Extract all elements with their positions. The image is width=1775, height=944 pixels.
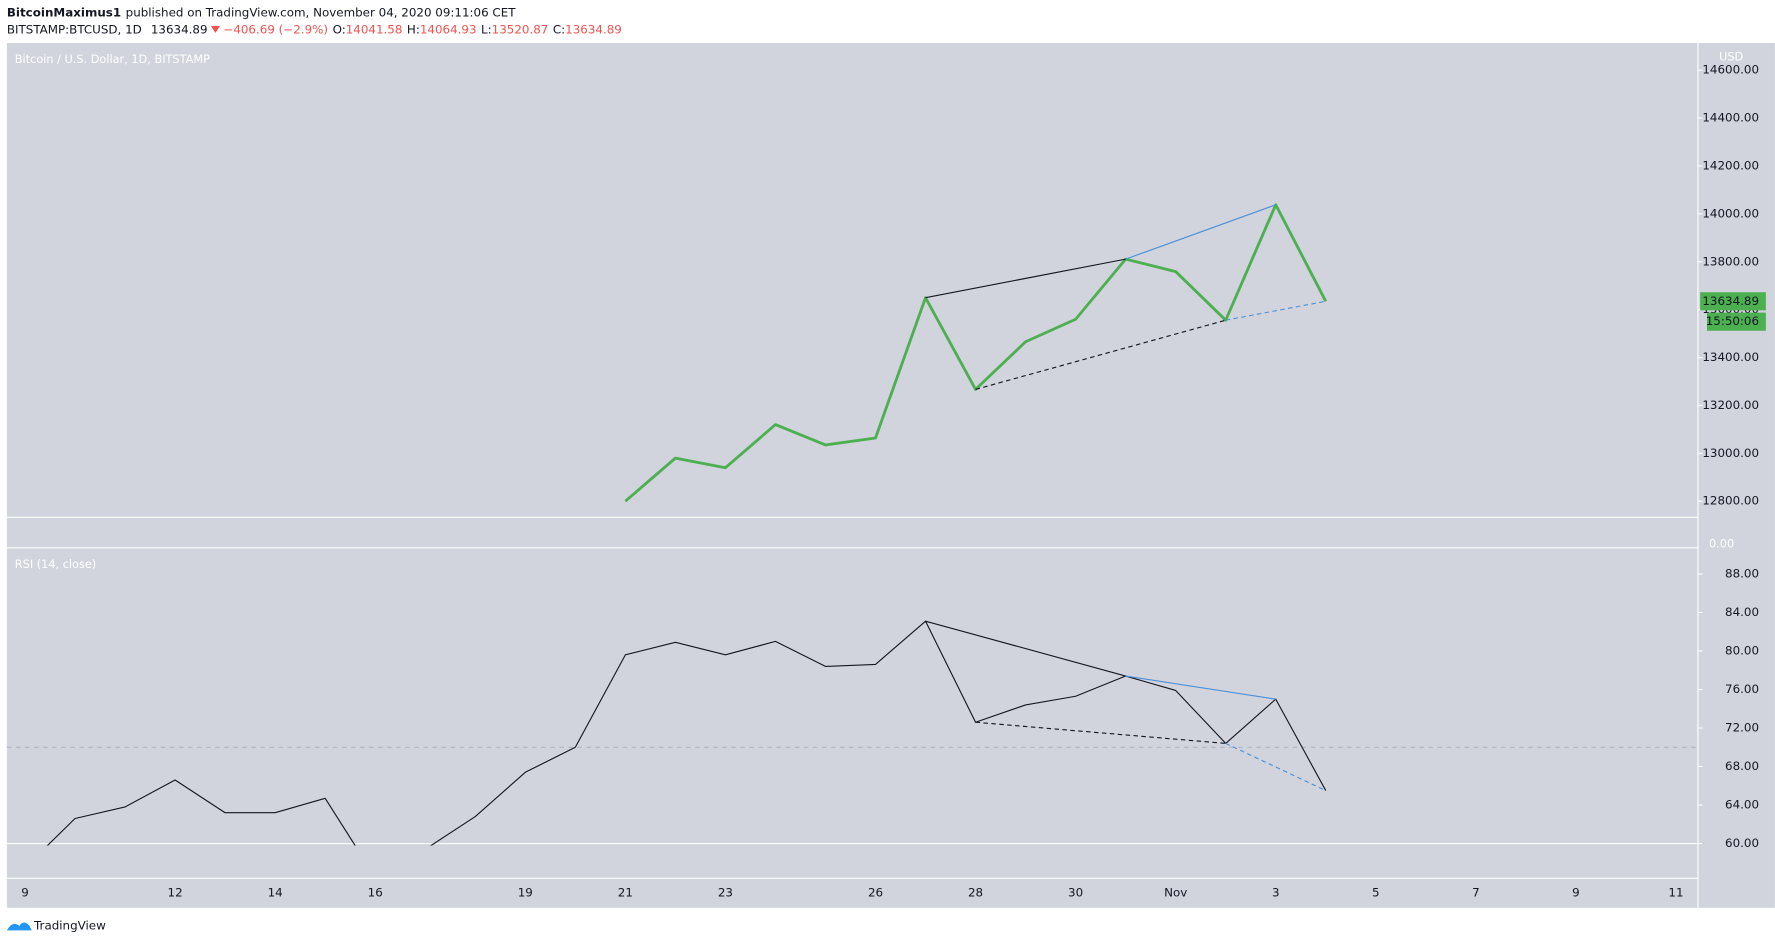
low: 13520.87 xyxy=(492,22,549,36)
x-tick-label: 21 xyxy=(618,886,633,900)
trend-line xyxy=(1225,300,1326,321)
rsi-title: RSI (14, close) xyxy=(15,558,96,571)
y-tick-label: 13000.00 xyxy=(1702,446,1759,460)
series-group xyxy=(46,620,1327,846)
x-tick-label: 30 xyxy=(1068,886,1083,900)
y-tick-label: 88.00 xyxy=(1725,566,1759,580)
y-tick-label: 13400.00 xyxy=(1702,350,1759,364)
down-arrow xyxy=(210,26,220,33)
x-tick-label: 7 xyxy=(1472,886,1480,900)
overlay-axis-label: 0.00 xyxy=(1709,537,1734,550)
x-tick-label: 5 xyxy=(1372,886,1380,900)
y-tick-label: 68.00 xyxy=(1725,759,1759,773)
close-label: C: xyxy=(553,22,565,36)
header-line-1: BitcoinMaximus1 published on TradingView.… xyxy=(7,5,516,19)
x-tick-label: Nov xyxy=(1164,886,1187,900)
trend-line xyxy=(975,319,1226,390)
y-tick-label: 76.00 xyxy=(1725,682,1759,696)
published: published on TradingView.com, November 0… xyxy=(126,5,517,19)
close: 13634.89 xyxy=(565,22,622,36)
x-tick-label: 16 xyxy=(368,886,383,900)
trend-line xyxy=(1125,675,1276,700)
x-tick-label: 14 xyxy=(268,886,283,900)
chart-area xyxy=(6,43,1775,908)
y-tick-label: 60.00 xyxy=(1725,836,1759,850)
trend-line xyxy=(925,620,1126,677)
price-tag-box xyxy=(1700,292,1766,311)
y-tick-label: 80.00 xyxy=(1725,644,1759,658)
countdown: 15:50:06 xyxy=(1706,314,1759,328)
x-tick-label: 11 xyxy=(1668,886,1683,900)
x-tick-label: 9 xyxy=(21,886,29,900)
logo xyxy=(6,922,32,931)
y-tick-label: 14400.00 xyxy=(1702,111,1759,125)
open: 14041.58 xyxy=(346,22,403,36)
x-tick-label: 26 xyxy=(868,886,883,900)
change: −406.69 (−2.9%) xyxy=(223,22,328,36)
x-tick-label: 28 xyxy=(968,886,983,900)
x-tick-label: 3 xyxy=(1272,886,1280,900)
currency-label: USD xyxy=(1719,51,1743,64)
y-tick-label: 13200.00 xyxy=(1702,398,1759,412)
chart-title: Bitcoin / U.S. Dollar, 1D, BITSTAMP xyxy=(15,53,210,66)
x-tick-label: 19 xyxy=(518,886,533,900)
y-tick-label: 64.00 xyxy=(1725,798,1759,812)
x-tick-label: 9 xyxy=(1572,886,1580,900)
price-tag: 13634.89 xyxy=(1702,294,1759,308)
series-group xyxy=(624,203,1328,503)
y-tick-label: 13800.00 xyxy=(1702,254,1759,268)
y-tick-label: 84.00 xyxy=(1725,605,1759,619)
x-tick-label: 23 xyxy=(718,886,733,900)
low-label: L: xyxy=(481,22,492,36)
last: 13634.89 xyxy=(151,22,208,36)
y-tick-label: 12800.00 xyxy=(1702,494,1759,508)
open-label: O: xyxy=(333,22,346,36)
plot: 9 12 14 16 19 21 23 26 28 30 Nov 3 5 7 9 11 12800.00 1300… xyxy=(6,63,1766,900)
high-label: H: xyxy=(407,22,420,36)
symbol: BITSTAMP:BTCUSD, 1D xyxy=(7,22,142,36)
author: BitcoinMaximus1 xyxy=(7,5,121,19)
trend-line xyxy=(1225,742,1327,792)
y-tick-label: 14600.00 xyxy=(1702,63,1759,77)
y-tick-label: 14200.00 xyxy=(1702,158,1759,172)
trend-line xyxy=(925,258,1126,299)
high: 14064.93 xyxy=(420,22,477,36)
series-line xyxy=(46,620,1327,846)
trend-line xyxy=(975,721,1226,744)
x-tick-label: 12 xyxy=(168,886,183,900)
countdown-box xyxy=(1706,312,1766,331)
y-tick-label: 72.00 xyxy=(1725,721,1759,735)
y-tick-label: 14000.00 xyxy=(1702,206,1759,220)
brand: TradingView xyxy=(33,918,106,932)
trend-line xyxy=(1125,204,1276,260)
series-line xyxy=(624,203,1328,503)
header-line-2: BITSTAMP:BTCUSD, 1D 13634.89 −406.69 (−2.9… xyxy=(7,22,622,36)
